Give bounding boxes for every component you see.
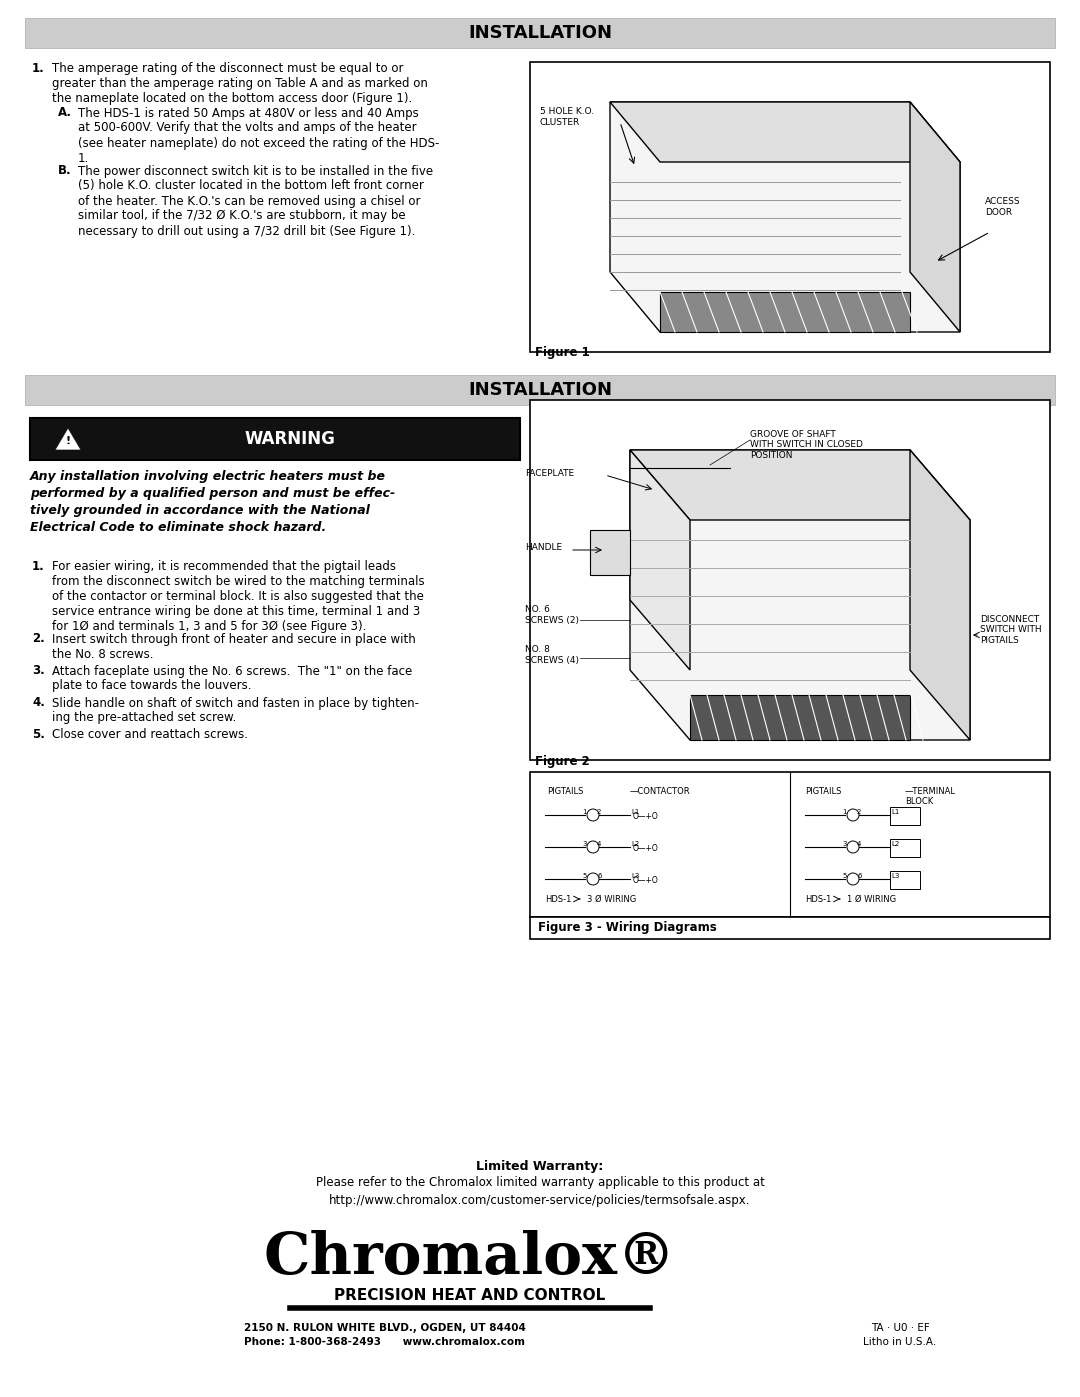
Text: 2.: 2.: [32, 633, 44, 645]
Text: TA · U0 · EF: TA · U0 · EF: [870, 1323, 930, 1333]
Text: 4: 4: [597, 841, 602, 847]
Text: NO. 6
SCREWS (2): NO. 6 SCREWS (2): [525, 605, 579, 624]
Text: 1.: 1.: [32, 61, 44, 75]
Text: O—+O: O—+O: [633, 812, 659, 821]
Text: !: !: [66, 436, 70, 446]
Text: 5.: 5.: [32, 728, 45, 742]
Text: L1: L1: [631, 809, 639, 814]
Text: BLOCK: BLOCK: [905, 798, 933, 806]
Text: The HDS-1 is rated 50 Amps at 480V or less and 40 Amps
at 500-600V. Verify that : The HDS-1 is rated 50 Amps at 480V or le…: [78, 106, 440, 165]
Circle shape: [588, 873, 599, 886]
Text: WARNING: WARNING: [244, 430, 336, 448]
Text: Phone: 1-800-368-2493      www.chromalox.com: Phone: 1-800-368-2493 www.chromalox.com: [244, 1337, 526, 1347]
Text: 3 Ø WIRING: 3 Ø WIRING: [588, 894, 636, 904]
Text: O—+O: O—+O: [633, 844, 659, 854]
Bar: [530, 61, 1050, 352]
Text: Please refer to the Chromalox limited warranty applicable to this product at
htt: Please refer to the Chromalox limited wa…: [315, 1176, 765, 1207]
Text: L3: L3: [891, 873, 900, 879]
Circle shape: [588, 809, 599, 821]
Text: 3.: 3.: [32, 665, 44, 678]
Text: L1: L1: [891, 809, 900, 814]
Text: O—+O: O—+O: [633, 876, 659, 886]
Text: Figure 3 - Wiring Diagrams: Figure 3 - Wiring Diagrams: [538, 922, 717, 935]
Bar: [530, 400, 1050, 760]
Text: GROOVE OF SHAFT
WITH SWITCH IN CLOSED
POSITION: GROOVE OF SHAFT WITH SWITCH IN CLOSED PO…: [750, 430, 863, 460]
Text: 6: 6: [858, 873, 862, 879]
Text: —CONTACTOR: —CONTACTOR: [630, 787, 690, 796]
Text: 5 HOLE K.O.
CLUSTER: 5 HOLE K.O. CLUSTER: [540, 108, 594, 127]
Text: 5: 5: [582, 873, 586, 879]
Text: PIGTAILS: PIGTAILS: [805, 787, 841, 796]
Text: 3: 3: [582, 841, 586, 847]
Text: 2: 2: [597, 809, 602, 814]
Polygon shape: [660, 292, 910, 332]
Text: 2150 N. RULON WHITE BLVD., OGDEN, UT 84404: 2150 N. RULON WHITE BLVD., OGDEN, UT 844…: [244, 1323, 526, 1333]
Text: 1: 1: [582, 809, 586, 814]
Text: Figure 1: Figure 1: [535, 346, 590, 359]
Circle shape: [847, 809, 859, 821]
Polygon shape: [590, 529, 630, 576]
Text: Slide handle on shaft of switch and fasten in place by tighten-
ing the pre-atta: Slide handle on shaft of switch and fast…: [52, 697, 419, 725]
Text: The power disconnect switch kit is to be installed in the five
(5) hole K.O. clu: The power disconnect switch kit is to be…: [78, 165, 433, 237]
Polygon shape: [630, 450, 970, 520]
Text: L2: L2: [631, 841, 639, 847]
Bar: [25, 374, 1055, 405]
Bar: [890, 870, 920, 888]
Text: The amperage rating of the disconnect must be equal to or
greater than the amper: The amperage rating of the disconnect mu…: [52, 61, 428, 105]
Text: 4: 4: [858, 841, 862, 847]
Polygon shape: [690, 694, 910, 740]
Text: ACCESS
DOOR: ACCESS DOOR: [985, 197, 1021, 217]
Circle shape: [847, 873, 859, 886]
Text: 1 Ø WIRING: 1 Ø WIRING: [847, 894, 896, 904]
Text: L2: L2: [891, 841, 900, 847]
Text: HDS-1: HDS-1: [545, 894, 571, 904]
Text: HANDLE: HANDLE: [525, 543, 562, 552]
Text: DISCONNECT
SWITCH WITH
PIGTAILS: DISCONNECT SWITCH WITH PIGTAILS: [980, 615, 1041, 645]
Text: Chromalox®: Chromalox®: [264, 1229, 676, 1287]
Circle shape: [588, 841, 599, 854]
Text: FACEPLATE: FACEPLATE: [525, 468, 575, 478]
Text: Any installation involving electric heaters must be
performed by a qualified per: Any installation involving electric heat…: [30, 469, 395, 534]
Polygon shape: [630, 450, 970, 740]
Text: Litho in U.S.A.: Litho in U.S.A.: [863, 1337, 936, 1347]
Text: Attach faceplate using the No. 6 screws.  The "1" on the face
plate to face towa: Attach faceplate using the No. 6 screws.…: [52, 665, 413, 693]
Polygon shape: [55, 427, 81, 450]
Bar: [890, 807, 920, 826]
Text: 6: 6: [597, 873, 602, 879]
Text: Limited Warranty:: Limited Warranty:: [476, 1160, 604, 1173]
Polygon shape: [910, 102, 960, 332]
Text: L3: L3: [631, 873, 639, 879]
Text: B.: B.: [58, 165, 71, 177]
Text: 1: 1: [842, 809, 847, 814]
Polygon shape: [630, 450, 690, 671]
Text: PIGTAILS: PIGTAILS: [546, 787, 583, 796]
Circle shape: [847, 841, 859, 854]
Bar: [30, 418, 519, 460]
Bar: [25, 18, 1055, 47]
Polygon shape: [610, 102, 960, 162]
Bar: [530, 773, 1050, 916]
Text: For easier wiring, it is recommended that the pigtail leads
from the disconnect : For easier wiring, it is recommended tha…: [52, 560, 424, 633]
Text: NO. 8
SCREWS (4): NO. 8 SCREWS (4): [525, 645, 579, 665]
Text: HDS-1: HDS-1: [805, 894, 832, 904]
Text: Close cover and reattach screws.: Close cover and reattach screws.: [52, 728, 248, 742]
Text: INSTALLATION: INSTALLATION: [468, 381, 612, 400]
Text: PRECISION HEAT AND CONTROL: PRECISION HEAT AND CONTROL: [335, 1288, 606, 1303]
Text: 2: 2: [858, 809, 862, 814]
Polygon shape: [910, 450, 970, 740]
Text: 3: 3: [842, 841, 847, 847]
Text: 1.: 1.: [32, 560, 44, 573]
Polygon shape: [610, 102, 960, 332]
Bar: [530, 916, 1050, 939]
Text: A.: A.: [58, 106, 72, 120]
Text: INSTALLATION: INSTALLATION: [468, 24, 612, 42]
Text: Figure 2: Figure 2: [535, 754, 590, 768]
Bar: [890, 840, 920, 856]
Text: Insert switch through front of heater and secure in place with
the No. 8 screws.: Insert switch through front of heater an…: [52, 633, 416, 661]
Text: 5: 5: [842, 873, 847, 879]
Text: —TERMINAL: —TERMINAL: [905, 787, 956, 796]
Text: 4.: 4.: [32, 697, 45, 710]
